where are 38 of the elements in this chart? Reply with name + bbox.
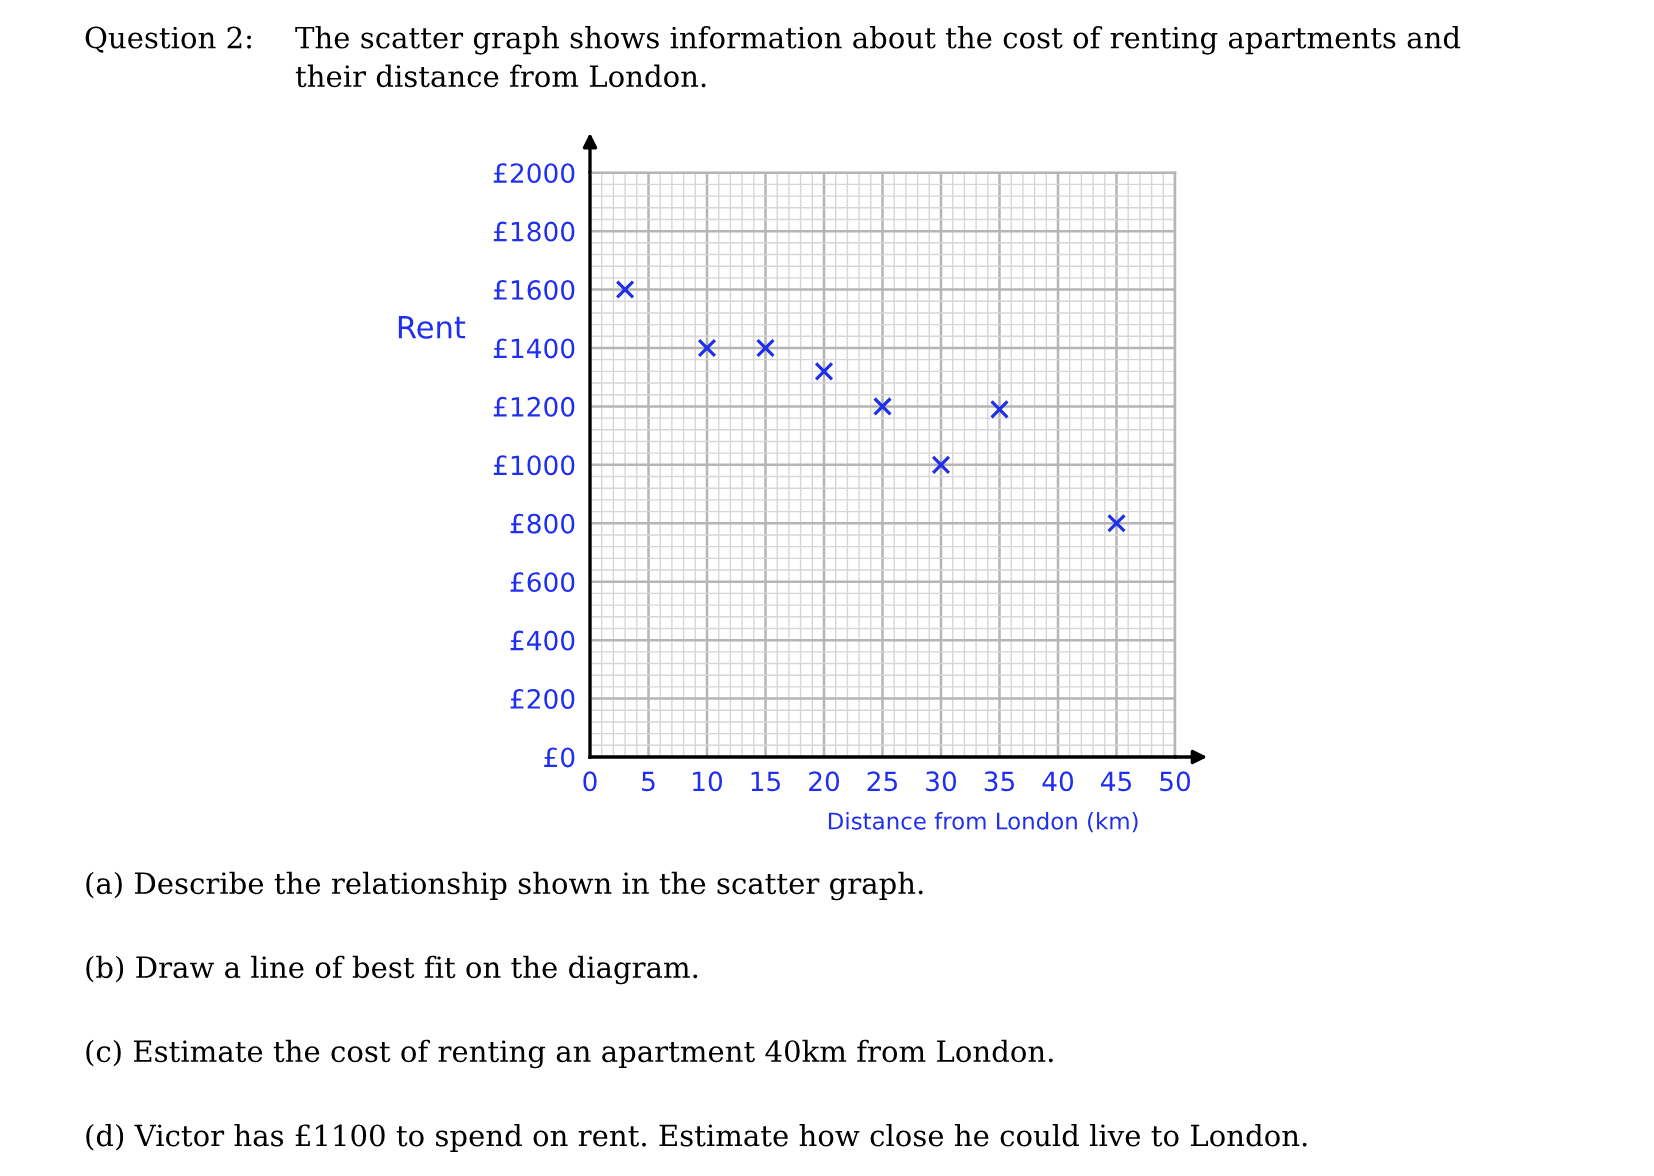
text: (c) Estimate the cost of renting an apartment 40km from London.: [86, 1039, 1053, 1069]
point: [872, 396, 893, 416]
x-tick-label: 35: [984, 771, 1014, 792]
x-tick-label: 30: [926, 771, 957, 792]
chart-subtitle: The scatter graph shows information about the cost of renting apartments and their distance from London.: [295, 26, 1461, 88]
point: [697, 338, 717, 358]
x-tick-label: 10: [693, 771, 723, 792]
y-tick-label: £600: [510, 572, 575, 593]
x-tick-label: 25: [867, 771, 897, 792]
y-tick-label: £1000: [493, 455, 575, 476]
point: [989, 399, 1010, 419]
y-tick-label: £1800: [493, 221, 575, 242]
y-tick-label: £200: [510, 689, 575, 709]
y-tick-label: £1600: [493, 280, 575, 300]
text: Question 2:: [85, 26, 251, 53]
x-tick-label: 50: [1160, 771, 1191, 792]
point: [755, 338, 776, 358]
point: [1106, 513, 1127, 533]
point: [814, 361, 834, 381]
x-tick-label: 40: [1042, 771, 1074, 792]
y-tick-label: £2000: [493, 163, 575, 184]
x-tick-label: 20: [809, 771, 840, 792]
x-tick-label: 5: [642, 771, 655, 792]
x-tick-label: 45: [1101, 771, 1131, 792]
y-tick-label: £400: [510, 630, 575, 651]
text: (a) Describe the relationship shown in the scatter graph.: [86, 871, 923, 901]
y-tick-label: £1200: [493, 396, 575, 417]
point: [615, 280, 635, 300]
y-tick-label: £800: [510, 513, 575, 534]
y-axis-title: Rent: [398, 316, 466, 339]
text: (b) Draw a line of best fit on the diagram.: [86, 955, 698, 985]
y-tick-label: £0: [544, 747, 575, 768]
point: [931, 455, 951, 475]
x-tick-label: 0: [583, 771, 597, 792]
y-tick-label: £1400: [493, 338, 575, 359]
x-tick-label: 15: [751, 771, 780, 792]
text: (d) Victor has £1100 to spend on rent. Estimate how close he could live to London.: [86, 1123, 1307, 1153]
x-axis-title: Distance from London (km): [828, 811, 1138, 833]
